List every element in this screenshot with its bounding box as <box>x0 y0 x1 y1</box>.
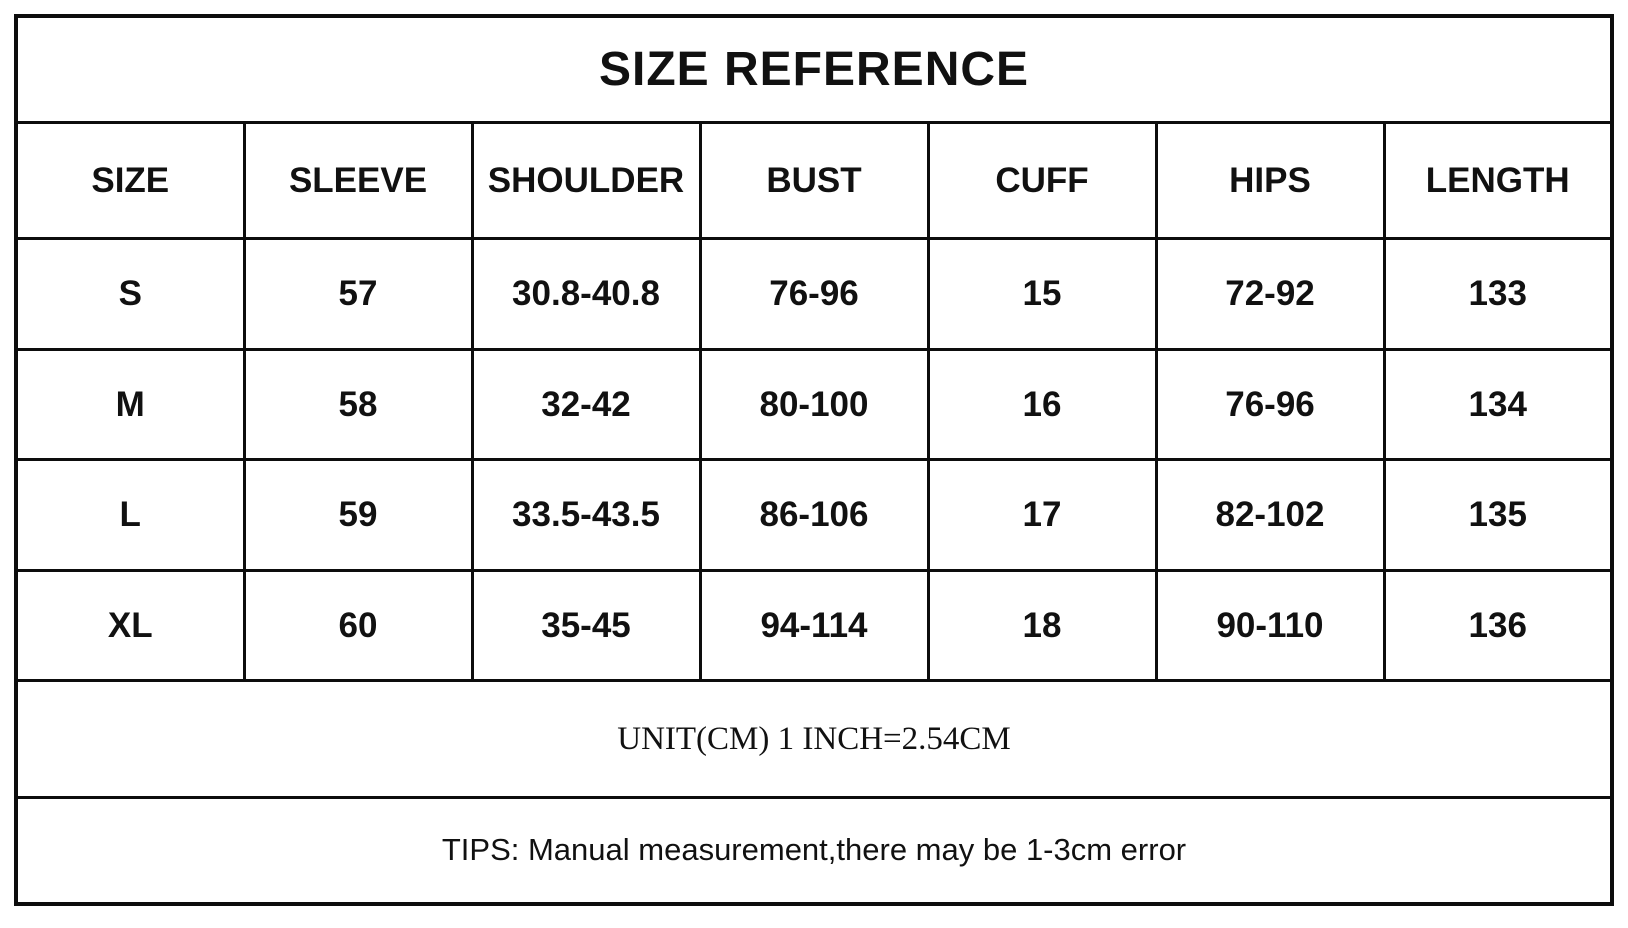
column-header-cuff: CUFF <box>926 120 1158 241</box>
cell-cuff: 15 <box>926 237 1158 351</box>
cell-shoulder: 33.5-43.5 <box>470 458 702 572</box>
cell-sleeve: 60 <box>242 568 474 683</box>
column-header-bust: BUST <box>698 120 930 241</box>
cell-shoulder: 30.8-40.8 <box>470 237 702 351</box>
cell-shoulder: 32-42 <box>470 347 702 462</box>
title-row: SIZE REFERENCE <box>14 14 1614 124</box>
cell-bust: 80-100 <box>698 347 930 462</box>
cell-bust: 94-114 <box>698 568 930 683</box>
cell-hips: 90-110 <box>1154 568 1386 683</box>
cell-length: 134 <box>1382 347 1614 462</box>
row-label-size: XL <box>14 568 246 683</box>
cell-hips: 72-92 <box>1154 237 1386 351</box>
row-label-size: S <box>14 237 246 351</box>
size-reference-table: SIZE REFERENCE SIZE SLEEVE SHOULDER BUST… <box>14 14 1614 906</box>
header-row: SIZE SLEEVE SHOULDER BUST CUFF HIPS LENG… <box>14 120 1614 241</box>
page-title: SIZE REFERENCE <box>14 14 1614 124</box>
row-label-size: M <box>14 347 246 462</box>
cell-hips: 76-96 <box>1154 347 1386 462</box>
cell-bust: 76-96 <box>698 237 930 351</box>
tips-note: TIPS: Manual measurement,there may be 1-… <box>14 795 1614 906</box>
table-row-xl: XL 60 35-45 94-114 18 90-110 136 <box>14 568 1614 683</box>
cell-sleeve: 58 <box>242 347 474 462</box>
cell-length: 135 <box>1382 458 1614 572</box>
cell-cuff: 16 <box>926 347 1158 462</box>
cell-cuff: 18 <box>926 568 1158 683</box>
cell-shoulder: 35-45 <box>470 568 702 683</box>
table-row-m: M 58 32-42 80-100 16 76-96 134 <box>14 347 1614 462</box>
column-header-shoulder: SHOULDER <box>470 120 702 241</box>
unit-note: UNIT(CM) 1 INCH=2.54CM <box>14 679 1614 799</box>
cell-hips: 82-102 <box>1154 458 1386 572</box>
column-header-size: SIZE <box>14 120 246 241</box>
column-header-length: LENGTH <box>1382 120 1614 241</box>
table-row-s: S 57 30.8-40.8 76-96 15 72-92 133 <box>14 237 1614 351</box>
cell-bust: 86-106 <box>698 458 930 572</box>
cell-sleeve: 57 <box>242 237 474 351</box>
tips-note-row: TIPS: Manual measurement,there may be 1-… <box>14 795 1614 906</box>
cell-length: 133 <box>1382 237 1614 351</box>
column-header-hips: HIPS <box>1154 120 1386 241</box>
table-row-l: L 59 33.5-43.5 86-106 17 82-102 135 <box>14 458 1614 572</box>
row-label-size: L <box>14 458 246 572</box>
cell-length: 136 <box>1382 568 1614 683</box>
cell-sleeve: 59 <box>242 458 474 572</box>
unit-note-row: UNIT(CM) 1 INCH=2.54CM <box>14 679 1614 799</box>
column-header-sleeve: SLEEVE <box>242 120 474 241</box>
cell-cuff: 17 <box>926 458 1158 572</box>
